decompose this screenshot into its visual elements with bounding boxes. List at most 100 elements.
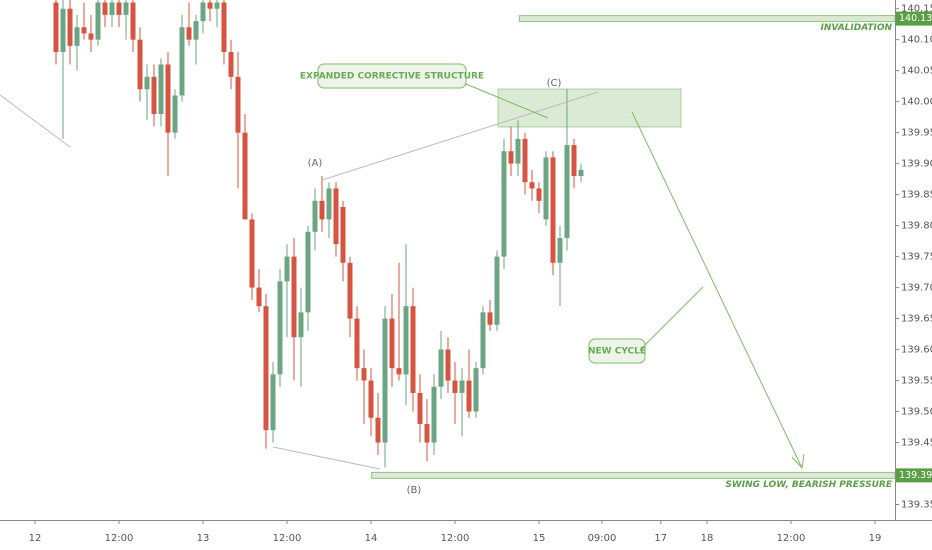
- candle-body: [361, 368, 367, 381]
- candle-body: [368, 380, 374, 418]
- x-tick-label: 15: [533, 533, 546, 544]
- wave-label: (C): [547, 78, 562, 89]
- candle-body: [529, 182, 535, 189]
- y-tick-label: 140.050: [901, 66, 932, 77]
- candle-body: [88, 33, 94, 40]
- candle-body: [53, 2, 59, 53]
- candle-body: [333, 188, 339, 245]
- candle-body: [417, 392, 423, 424]
- candle-body: [466, 380, 472, 412]
- candle-body: [431, 386, 437, 443]
- level-label: SWING LOW, BEARISH PRESSURE: [725, 480, 893, 490]
- price-badge-label: 140.134: [899, 13, 932, 24]
- candle-body: [389, 318, 395, 369]
- candle-body: [291, 256, 297, 338]
- trend-line: [272, 446, 381, 470]
- candle-body: [452, 380, 458, 393]
- candle-body: [557, 237, 563, 263]
- candle-body: [277, 281, 283, 375]
- candle-body: [214, 2, 220, 9]
- y-tick-label: 139.550: [901, 376, 932, 387]
- y-tick-label: 140.150: [901, 4, 932, 15]
- candle-body: [354, 318, 360, 369]
- annotation: NEW CYCLE: [588, 347, 646, 357]
- price-badge: [896, 468, 932, 483]
- candle-body: [144, 76, 150, 90]
- callout-box: [588, 338, 646, 364]
- candle-body: [200, 2, 206, 22]
- candle-body: [571, 145, 577, 177]
- wave-label: (A): [308, 158, 323, 169]
- candle-body: [438, 349, 444, 387]
- candle-body: [74, 27, 80, 46]
- annotation: EXPANDED CORRECTIVE STRUCTURE: [300, 72, 484, 82]
- candle-body: [515, 138, 521, 164]
- y-tick-label: 139.950: [901, 128, 932, 139]
- candle-body: [102, 2, 108, 15]
- trend-line: [321, 91, 599, 181]
- x-tick-label: 12:00: [105, 533, 134, 544]
- candle-body: [207, 2, 213, 9]
- candle-body: [249, 219, 255, 288]
- y-tick-label: 139.800: [901, 221, 932, 232]
- candle-body: [305, 231, 311, 313]
- candle-body: [536, 188, 542, 201]
- candle-body: [256, 287, 262, 307]
- candle-body: [221, 2, 227, 53]
- level-label: INVALIDATION: [820, 23, 892, 33]
- candle-body: [109, 2, 115, 15]
- candle-body: [270, 374, 276, 431]
- x-tick-label: 18: [701, 533, 714, 544]
- level-band: [518, 15, 896, 23]
- candle-body: [326, 188, 332, 220]
- x-tick-label: 09:00: [588, 533, 617, 544]
- x-tick-label: 12: [29, 533, 42, 544]
- candle-body: [298, 312, 304, 338]
- candle-body: [508, 151, 514, 164]
- candle-body: [347, 262, 353, 319]
- y-tick-label: 139.900: [901, 159, 932, 170]
- candle-body: [564, 145, 570, 238]
- price-badge-label: 139.397: [899, 470, 932, 481]
- level-band: [371, 471, 896, 479]
- candle-body: [242, 132, 248, 220]
- candle-body: [130, 2, 136, 40]
- candle-body: [151, 76, 157, 115]
- arrow: [631, 111, 805, 470]
- x-tick-label: 13: [197, 533, 210, 544]
- x-tick-label: 17: [654, 533, 667, 544]
- y-tick-label: 139.750: [901, 252, 932, 263]
- plot-area: [53, 0, 584, 468]
- y-tick-label: 139.450: [901, 438, 932, 449]
- candle-body: [501, 151, 507, 257]
- candle-body: [424, 423, 430, 443]
- candle-body: [382, 318, 388, 443]
- candle-body: [158, 64, 164, 115]
- x-tick-label: 19: [869, 533, 882, 544]
- candle-body: [543, 157, 549, 220]
- candle-body: [193, 21, 199, 40]
- candle-body: [263, 306, 269, 431]
- candle-body: [172, 95, 178, 133]
- y-tick-label: 140.000: [901, 97, 932, 108]
- candle-body: [410, 306, 416, 393]
- candle-body: [319, 200, 325, 220]
- candle-body: [445, 349, 451, 381]
- candle-body: [235, 76, 241, 133]
- candle-body: [186, 27, 192, 40]
- price-badge: [896, 11, 932, 26]
- y-tick-label: 139.350: [901, 500, 932, 511]
- y-tick-label: 139.700: [901, 283, 932, 294]
- candle-body: [137, 39, 143, 90]
- callout-line: [639, 286, 704, 351]
- x-tick-label: 12:00: [777, 533, 806, 544]
- candle-body: [165, 64, 171, 133]
- candle-body: [459, 380, 465, 393]
- candle-body: [60, 8, 66, 53]
- candle-body: [312, 200, 318, 232]
- trend-line: [0, 94, 71, 148]
- candle-body: [403, 306, 409, 375]
- candle-body: [494, 256, 500, 325]
- candle-body: [522, 138, 528, 183]
